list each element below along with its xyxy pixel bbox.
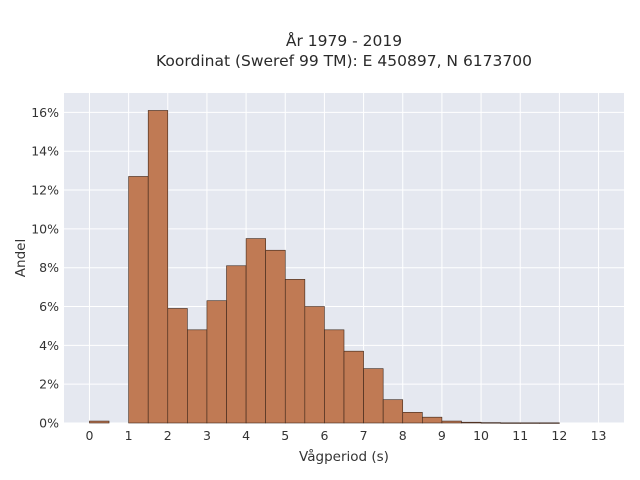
y-tick-label: 16% [31, 105, 59, 120]
x-axis-ticks: 0 1 2 3 4 5 6 7 8 9 10 11 12 13 [85, 428, 606, 443]
histogram-bar [128, 176, 149, 424]
histogram-bar [363, 368, 384, 424]
histogram-bar [382, 399, 404, 424]
x-tick-label: 8 [399, 428, 407, 443]
histogram-bar [324, 329, 345, 424]
histogram-bar [480, 422, 501, 424]
histogram-bar [265, 249, 286, 424]
chart-title-line-1: År 1979 - 2019 [286, 31, 402, 50]
y-tick-label: 2% [39, 377, 59, 392]
y-tick-label: 14% [31, 144, 59, 159]
histogram-bars [89, 110, 560, 424]
histogram-bar [539, 422, 560, 424]
histogram-bar [422, 416, 443, 424]
histogram-bar [343, 350, 364, 424]
x-axis-label: Vågperiod (s) [299, 448, 389, 465]
x-tick-label: 13 [591, 428, 607, 443]
chart-title-line-2: Koordinat (Sweref 99 TM): E 450897, N 61… [156, 52, 532, 70]
x-tick-label: 10 [473, 428, 489, 443]
x-tick-label: 4 [242, 428, 250, 443]
y-axis-label: Andel [13, 239, 29, 277]
histogram-bar [89, 420, 110, 424]
x-tick-label: 11 [512, 428, 528, 443]
histogram-bar [304, 306, 325, 424]
x-tick-label: 5 [281, 428, 289, 443]
histogram-bar [147, 110, 169, 424]
y-tick-label: 0% [39, 416, 59, 431]
histogram-bar [226, 265, 247, 424]
x-tick-label: 1 [125, 428, 133, 443]
y-tick-label: 8% [39, 260, 59, 275]
x-tick-label: 3 [203, 428, 211, 443]
histogram-bar [441, 420, 462, 424]
histogram-bar [402, 412, 423, 424]
y-tick-label: 4% [39, 338, 59, 353]
x-tick-label: 0 [85, 428, 93, 443]
y-axis-ticks: 0% 2% 4% 6% 8% 10% 12% 14% 16% [31, 105, 59, 431]
histogram-bar [167, 308, 188, 424]
histogram-bar [461, 421, 482, 424]
x-tick-label: 9 [438, 428, 446, 443]
y-tick-label: 6% [39, 299, 59, 314]
x-tick-label: 12 [551, 428, 567, 443]
histogram-bar [187, 329, 208, 424]
histogram-bar [519, 422, 541, 424]
y-tick-label: 12% [31, 183, 59, 198]
histogram-bar [245, 238, 266, 424]
histogram-bar [206, 300, 227, 424]
x-tick-label: 2 [164, 428, 172, 443]
histogram-bar [284, 279, 306, 424]
y-tick-label: 10% [31, 221, 59, 236]
histogram-bar [500, 422, 521, 424]
x-tick-label: 7 [360, 428, 368, 443]
x-tick-label: 6 [320, 428, 328, 443]
